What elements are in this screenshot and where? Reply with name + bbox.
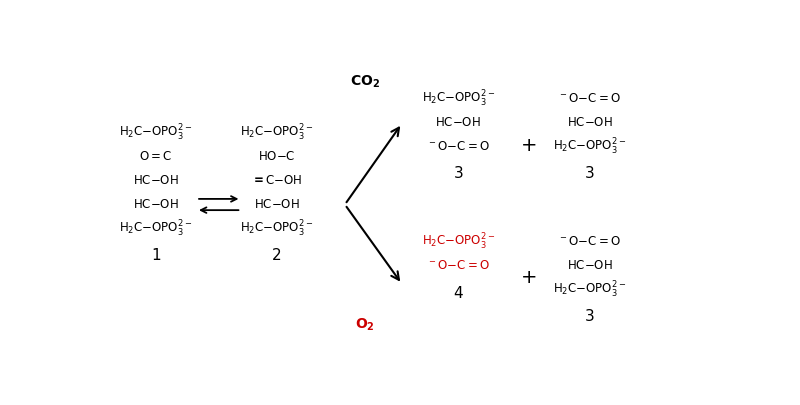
Text: HC$-$OH: HC$-$OH	[567, 116, 613, 129]
Text: 3: 3	[585, 309, 594, 324]
Text: H$_2$C$-$OPO$_3^{2-}$: H$_2$C$-$OPO$_3^{2-}$	[422, 88, 495, 109]
Text: 3: 3	[454, 166, 463, 181]
Text: 3: 3	[585, 166, 594, 181]
Text: H$_2$C$-$OPO$_3^{2-}$: H$_2$C$-$OPO$_3^{2-}$	[554, 280, 626, 300]
Text: $^-$O$-$C$=$O: $^-$O$-$C$=$O	[427, 140, 490, 153]
Text: $^-$O$-$C$=$O: $^-$O$-$C$=$O	[558, 235, 622, 248]
Text: H$_2$C$-$OPO$_3^{2-}$: H$_2$C$-$OPO$_3^{2-}$	[240, 123, 314, 143]
Text: 4: 4	[454, 286, 463, 301]
Text: HC$-$OH: HC$-$OH	[567, 260, 613, 273]
Text: H$_2$C$-$OPO$_3^{2-}$: H$_2$C$-$OPO$_3^{2-}$	[119, 219, 192, 239]
Text: HO$-$C: HO$-$C	[258, 150, 295, 163]
Text: $^-$O$-$C$=$O: $^-$O$-$C$=$O	[427, 260, 490, 273]
Text: HC$-$OH: HC$-$OH	[254, 198, 299, 211]
Text: $\mathbf{O_2}$: $\mathbf{O_2}$	[355, 316, 375, 333]
Text: $\mathbf{CO_2}$: $\mathbf{CO_2}$	[350, 73, 380, 90]
Text: $+$: $+$	[520, 268, 536, 287]
Text: H$_2$C$-$OPO$_3^{2-}$: H$_2$C$-$OPO$_3^{2-}$	[422, 232, 495, 252]
Text: HC$-$OH: HC$-$OH	[133, 174, 178, 188]
Text: H$_2$C$-$OPO$_3^{2-}$: H$_2$C$-$OPO$_3^{2-}$	[119, 123, 192, 143]
Text: 2: 2	[272, 248, 282, 263]
Text: $\mathbf{=}$C$-$OH: $\mathbf{=}$C$-$OH	[251, 174, 302, 188]
Text: $^-$O$-$C$=$O: $^-$O$-$C$=$O	[558, 92, 622, 105]
Text: HC$-$OH: HC$-$OH	[435, 116, 482, 129]
Text: 1: 1	[151, 248, 161, 263]
Text: $+$: $+$	[520, 136, 536, 155]
Text: O$=$C: O$=$C	[139, 150, 173, 163]
Text: H$_2$C$-$OPO$_3^{2-}$: H$_2$C$-$OPO$_3^{2-}$	[554, 136, 626, 157]
Text: HC$-$OH: HC$-$OH	[133, 198, 178, 211]
Text: H$_2$C$-$OPO$_3^{2-}$: H$_2$C$-$OPO$_3^{2-}$	[240, 219, 314, 239]
